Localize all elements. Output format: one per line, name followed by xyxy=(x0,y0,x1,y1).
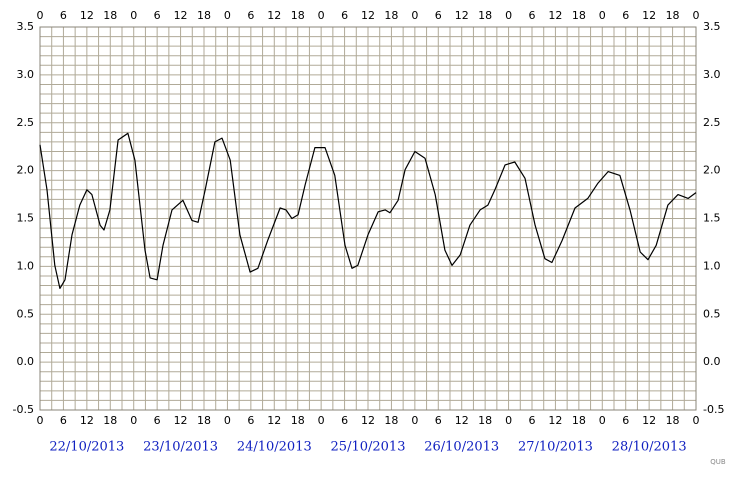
x-tick-label: 12 xyxy=(80,414,94,427)
y-tick-label: 2.5 xyxy=(17,116,35,129)
x-tick-label: 18 xyxy=(291,414,305,427)
x-tick-label: 0 xyxy=(318,9,325,22)
plot-frame xyxy=(39,26,697,411)
x-tick-label: 18 xyxy=(666,9,680,22)
x-tick-label: 0 xyxy=(130,9,137,22)
x-tick-label: 6 xyxy=(341,414,348,427)
y-tick-label: 1.5 xyxy=(17,212,35,225)
y-tick-label: 3.5 xyxy=(703,20,721,33)
x-tick-label: 0 xyxy=(318,414,325,427)
y-tick-label: 0.0 xyxy=(17,355,35,368)
date-label: 23/10/2013 xyxy=(143,440,218,455)
x-tick-label: 18 xyxy=(103,9,117,22)
x-tick-label: 12 xyxy=(548,414,562,427)
x-tick-label: 0 xyxy=(130,414,137,427)
x-tick-label: 12 xyxy=(455,9,469,22)
x-tick-label: 6 xyxy=(247,9,254,22)
x-tick-label: 0 xyxy=(37,9,44,22)
y-tick-label: 3.0 xyxy=(703,68,721,81)
x-tick-label: 12 xyxy=(174,9,188,22)
y-tick-label: -0.5 xyxy=(13,403,34,416)
x-tick-label: 18 xyxy=(478,414,492,427)
x-tick-label: 18 xyxy=(291,9,305,22)
x-tick-label: 12 xyxy=(80,9,94,22)
x-tick-label: 12 xyxy=(267,9,281,22)
date-label: 27/10/2013 xyxy=(518,440,593,455)
y-tick-label: 3.0 xyxy=(17,68,35,81)
x-tick-label: 6 xyxy=(435,9,442,22)
x-tick-label: 6 xyxy=(60,414,67,427)
x-tick-label: 18 xyxy=(384,9,398,22)
date-label: 24/10/2013 xyxy=(237,440,312,455)
x-tick-label: 6 xyxy=(154,9,161,22)
x-tick-label: 12 xyxy=(455,414,469,427)
x-tick-label: 6 xyxy=(622,9,629,22)
x-tick-label: 0 xyxy=(224,414,231,427)
x-tick-label: 6 xyxy=(435,414,442,427)
y-tick-label: 2.0 xyxy=(703,164,721,177)
x-tick-label: 0 xyxy=(411,9,418,22)
x-tick-label: 18 xyxy=(478,9,492,22)
x-tick-label: 6 xyxy=(154,414,161,427)
x-tick-label: 0 xyxy=(505,414,512,427)
y-tick-label: 0.5 xyxy=(17,307,35,320)
x-tick-label: 12 xyxy=(267,414,281,427)
y-tick-label: 2.0 xyxy=(17,164,35,177)
x-tick-label: 0 xyxy=(599,9,606,22)
y-tick-label: 3.5 xyxy=(17,20,35,33)
x-tick-label: 0 xyxy=(505,9,512,22)
date-label: 25/10/2013 xyxy=(331,440,406,455)
y-tick-label: 2.5 xyxy=(703,116,721,129)
x-tick-label: 0 xyxy=(599,414,606,427)
x-tick-label: 18 xyxy=(572,414,586,427)
y-tick-label: 1.0 xyxy=(17,259,35,272)
credit: QUB xyxy=(710,458,726,466)
x-tick-label: 12 xyxy=(642,9,656,22)
y-tick-label: 0.0 xyxy=(703,355,721,368)
x-tick-label: 18 xyxy=(384,414,398,427)
x-tick-label: 0 xyxy=(411,414,418,427)
y-tick-label: 1.5 xyxy=(703,212,721,225)
date-label: 26/10/2013 xyxy=(424,440,499,455)
x-tick-label: 18 xyxy=(666,414,680,427)
tide-line xyxy=(39,132,697,289)
x-tick-label: 6 xyxy=(60,9,67,22)
x-tick-label: 12 xyxy=(174,414,188,427)
y-tick-label: 0.5 xyxy=(703,307,721,320)
x-tick-label: 18 xyxy=(572,9,586,22)
date-label: 28/10/2013 xyxy=(612,440,687,455)
x-tick-label: 12 xyxy=(361,9,375,22)
x-tick-label: 6 xyxy=(341,9,348,22)
x-tick-label: 12 xyxy=(642,414,656,427)
x-tick-label: 18 xyxy=(197,414,211,427)
x-tick-label: 0 xyxy=(693,414,700,427)
x-tick-label: 0 xyxy=(37,414,44,427)
x-tick-label: 18 xyxy=(103,414,117,427)
x-tick-label: 18 xyxy=(197,9,211,22)
date-label: 22/10/2013 xyxy=(49,440,124,455)
x-tick-label: 6 xyxy=(529,414,536,427)
x-tick-label: 0 xyxy=(693,9,700,22)
x-tick-label: 0 xyxy=(224,9,231,22)
y-tick-label: -0.5 xyxy=(703,403,724,416)
x-tick-label: 12 xyxy=(361,414,375,427)
x-tick-label: 6 xyxy=(529,9,536,22)
x-tick-label: 6 xyxy=(247,414,254,427)
y-tick-label: 1.0 xyxy=(703,259,721,272)
x-tick-label: 6 xyxy=(622,414,629,427)
x-tick-label: 12 xyxy=(548,9,562,22)
